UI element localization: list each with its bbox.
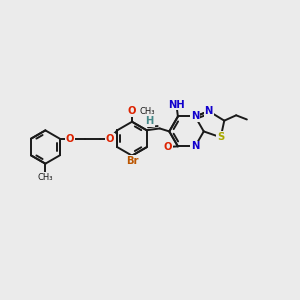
Text: O: O xyxy=(128,106,136,116)
Text: N: N xyxy=(205,106,213,116)
Text: Br: Br xyxy=(126,156,138,166)
Text: O: O xyxy=(164,142,172,152)
Text: CH₃: CH₃ xyxy=(139,106,155,116)
Text: H: H xyxy=(146,116,154,126)
Text: S: S xyxy=(217,132,224,142)
Text: N: N xyxy=(191,141,199,152)
Text: N: N xyxy=(191,112,199,122)
Text: NH: NH xyxy=(168,100,185,110)
Text: O: O xyxy=(66,134,74,144)
Text: CH₃: CH₃ xyxy=(38,172,53,182)
Text: O: O xyxy=(106,134,114,144)
